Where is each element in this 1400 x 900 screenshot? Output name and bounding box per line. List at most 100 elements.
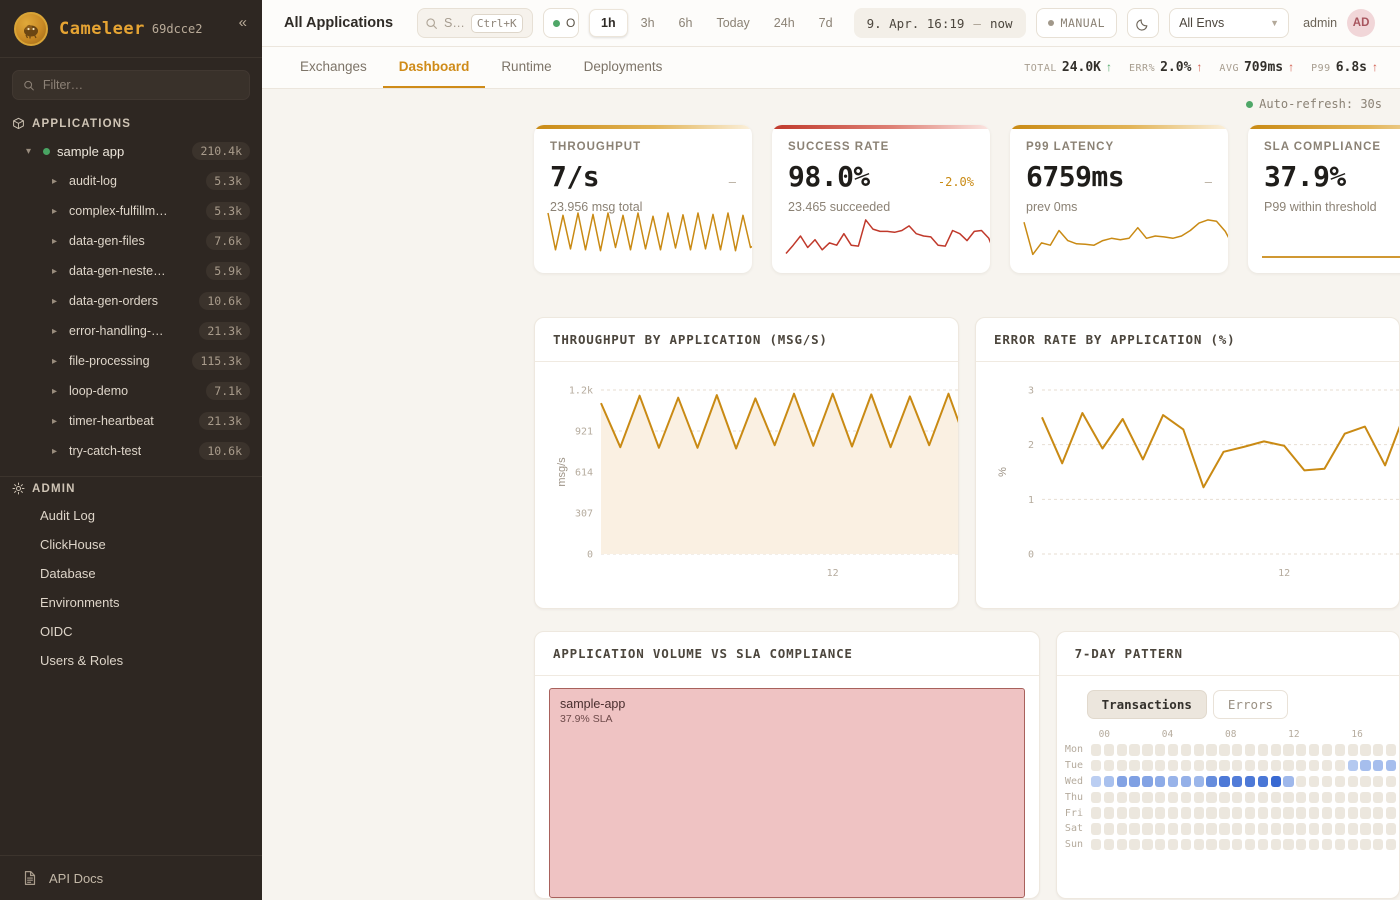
sidebar-item-timer-heartbeat[interactable]: ▸ timer-heartbeat 21.3k <box>0 406 262 436</box>
heatmap-cell[interactable] <box>1155 823 1166 835</box>
heatmap-cell[interactable] <box>1155 791 1166 804</box>
heatmap-cell[interactable] <box>1206 759 1217 772</box>
heatmap-cell[interactable] <box>1386 823 1397 835</box>
sidebar-item-data-gen-neste-[interactable]: ▸ data-gen-neste… 5.9k <box>0 256 262 286</box>
heatmap-cell[interactable] <box>1180 838 1192 851</box>
global-search[interactable]: S… Ctrl+K <box>417 8 534 38</box>
heatmap-cell[interactable] <box>1219 791 1230 804</box>
heatmap-cell[interactable] <box>1373 807 1384 819</box>
heatmap-cell[interactable] <box>1155 838 1166 851</box>
heatmap-cell[interactable] <box>1257 823 1268 835</box>
heatmap-cell[interactable] <box>1167 775 1179 788</box>
heatmap-cell[interactable] <box>1244 807 1256 819</box>
heatmap-cell[interactable] <box>1155 775 1166 788</box>
heatmap-cell[interactable] <box>1129 791 1140 804</box>
heatmap-cell[interactable] <box>1090 775 1102 788</box>
heatmap-cell[interactable] <box>1206 775 1217 788</box>
heatmap-cell[interactable] <box>1142 807 1153 819</box>
heatmap-cell[interactable] <box>1347 807 1358 819</box>
sidebar-item-file-processing[interactable]: ▸ file-processing 115.3k <box>0 346 262 376</box>
heatmap-cell[interactable] <box>1321 744 1333 756</box>
heatmap-cell[interactable] <box>1360 807 1371 819</box>
heatmap-cell[interactable] <box>1270 775 1281 788</box>
heatmap-cell[interactable] <box>1219 807 1230 819</box>
tab-runtime[interactable]: Runtime <box>501 59 552 74</box>
sidebar-admin-users-roles[interactable]: Users & Roles <box>40 653 124 668</box>
sidebar-api-docs[interactable]: API Docs <box>0 855 262 900</box>
heatmap-cell[interactable] <box>1309 759 1320 772</box>
avatar[interactable]: AD <box>1347 9 1376 37</box>
heatmap-cell[interactable] <box>1386 759 1397 772</box>
range-button-today[interactable]: Today <box>705 10 760 36</box>
heatmap-cell[interactable] <box>1386 807 1397 819</box>
heatmap-cell[interactable] <box>1257 838 1268 851</box>
heatmap-cell[interactable] <box>1206 838 1217 851</box>
heatmap-cell[interactable] <box>1116 807 1127 819</box>
heatmap-cell[interactable] <box>1334 759 1345 772</box>
heatmap-cell[interactable] <box>1103 744 1115 756</box>
heatmap-cell[interactable] <box>1309 838 1320 851</box>
heatmap-cell[interactable] <box>1347 823 1358 835</box>
sidebar-admin-database[interactable]: Database <box>40 566 96 581</box>
heatmap-cell[interactable] <box>1257 775 1268 788</box>
heatmap-cell[interactable] <box>1321 838 1333 851</box>
heatmap-cell[interactable] <box>1103 807 1115 819</box>
heatmap-cell[interactable] <box>1386 838 1397 851</box>
heatmap-cell[interactable] <box>1373 791 1384 804</box>
heatmap-cell[interactable] <box>1334 791 1345 804</box>
heatmap-cell[interactable] <box>1334 838 1345 851</box>
heatmap-cell[interactable] <box>1219 838 1230 851</box>
heatmap-cell[interactable] <box>1296 823 1307 835</box>
heatmap-cell[interactable] <box>1309 807 1320 819</box>
heatmap-cell[interactable] <box>1142 744 1153 756</box>
heatmap-cell[interactable] <box>1321 759 1333 772</box>
heatmap-cell[interactable] <box>1090 838 1102 851</box>
heatmap-cell[interactable] <box>1244 759 1256 772</box>
heatmap-cell[interactable] <box>1296 838 1307 851</box>
heatmap-cell[interactable] <box>1090 823 1102 835</box>
sidebar-item-try-catch-test[interactable]: ▸ try-catch-test 10.6k <box>0 436 262 466</box>
heatmap-cell[interactable] <box>1270 744 1281 756</box>
heatmap-cell[interactable] <box>1167 807 1179 819</box>
heatmap-cell[interactable] <box>1232 838 1243 851</box>
heatmap-cell[interactable] <box>1244 838 1256 851</box>
sidebar-admin-clickhouse[interactable]: ClickHouse <box>40 537 106 552</box>
heatmap-cell[interactable] <box>1116 823 1127 835</box>
heatmap-cell[interactable] <box>1219 759 1230 772</box>
heatmap-cell[interactable] <box>1193 823 1204 835</box>
sidebar-admin-environments[interactable]: Environments <box>40 595 120 610</box>
heatmap-cell[interactable] <box>1360 744 1371 756</box>
heatmap-cell[interactable] <box>1129 744 1140 756</box>
heatmap-cell[interactable] <box>1167 823 1179 835</box>
heatmap-cell[interactable] <box>1116 759 1127 772</box>
heatmap-cell[interactable] <box>1090 791 1102 804</box>
heatmap-cell[interactable] <box>1309 744 1320 756</box>
heatmap-cell[interactable] <box>1219 744 1230 756</box>
heatmap-cell[interactable] <box>1180 791 1192 804</box>
dashboard-scroll-area[interactable]: Auto-refresh: 30s THROUGHPUT 7/s – 23.956 m… <box>262 89 1400 900</box>
heatmap-cell[interactable] <box>1116 838 1127 851</box>
heatmap-cell[interactable] <box>1347 791 1358 804</box>
range-button-6h[interactable]: 6h <box>668 10 704 36</box>
heatmap-cell[interactable] <box>1270 807 1281 819</box>
heatmap-cell[interactable] <box>1167 759 1179 772</box>
heatmap-cell[interactable] <box>1244 823 1256 835</box>
heatmap-cell[interactable] <box>1180 775 1192 788</box>
heatmap-cell[interactable] <box>1321 775 1333 788</box>
heatmap-cell[interactable] <box>1283 823 1294 835</box>
heatmap-cell[interactable] <box>1244 791 1256 804</box>
filter-input[interactable] <box>42 78 239 92</box>
heatmap-cell[interactable] <box>1257 791 1268 804</box>
heatmap-cell[interactable] <box>1334 775 1345 788</box>
heatmap-cell[interactable] <box>1373 838 1384 851</box>
heatmap-cell[interactable] <box>1232 791 1243 804</box>
heatmap-cell[interactable] <box>1180 759 1192 772</box>
range-button-1h[interactable]: 1h <box>589 9 628 37</box>
heatmap-cell[interactable] <box>1309 775 1320 788</box>
sidebar-admin-audit-log[interactable]: Audit Log <box>40 508 95 523</box>
heatmap-cell[interactable] <box>1296 807 1307 819</box>
heatmap-tab-transactions[interactable]: Transactions <box>1086 690 1207 719</box>
tab-exchanges[interactable]: Exchanges <box>300 59 367 74</box>
heatmap-cell[interactable] <box>1193 775 1204 788</box>
